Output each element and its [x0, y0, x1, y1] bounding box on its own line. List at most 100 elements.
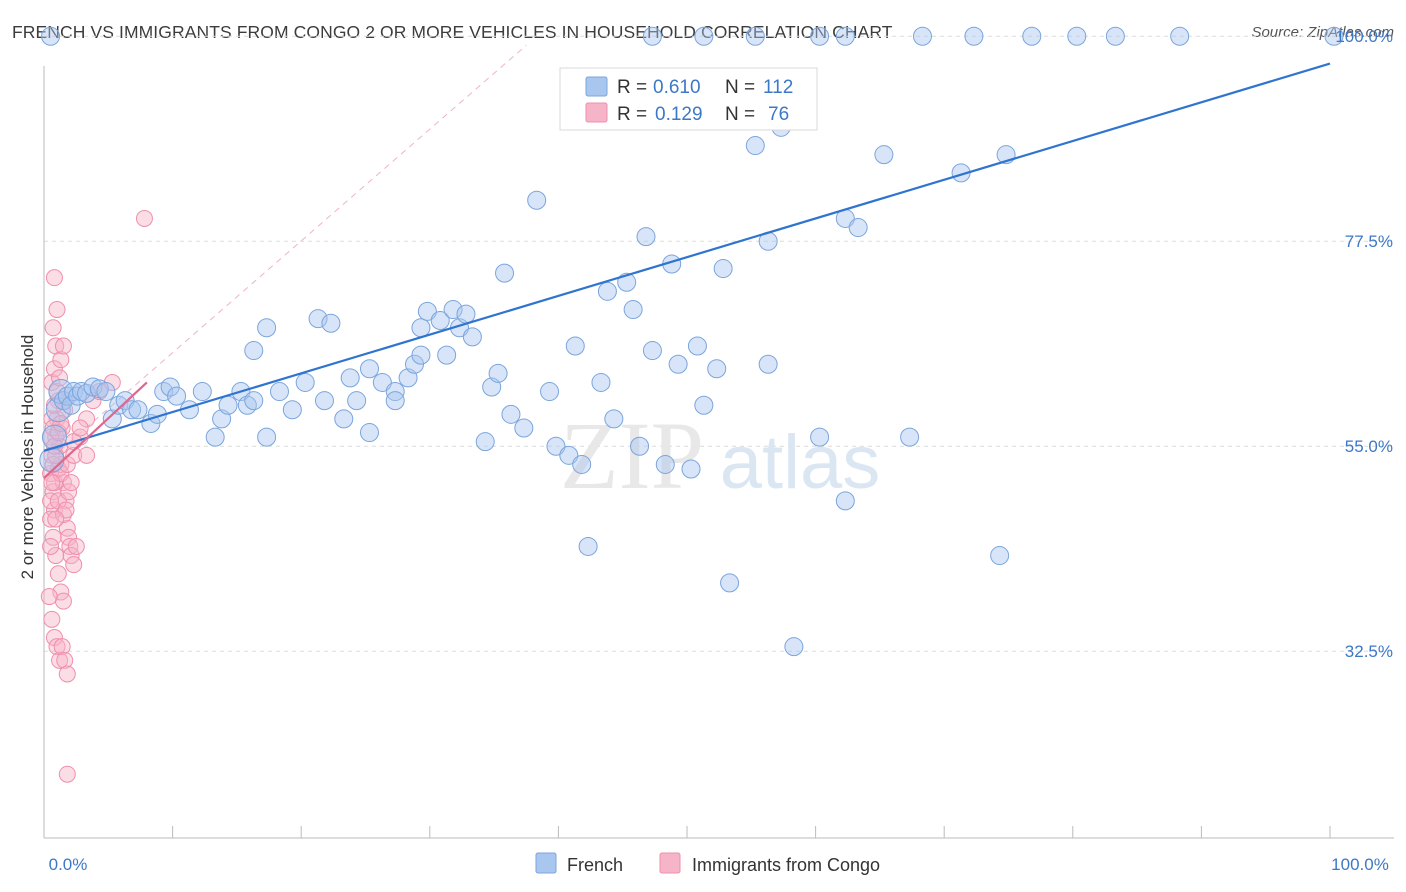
data-point-congo: [58, 519, 76, 537]
data-point-french: [122, 400, 142, 420]
data-point-french: [687, 336, 707, 356]
data-point-french: [83, 377, 103, 397]
data-point-congo: [47, 547, 65, 565]
legend-swatch-french: [585, 76, 608, 97]
data-point-congo: [43, 610, 61, 628]
data-point-french: [1022, 26, 1042, 46]
data-point-french: [591, 372, 611, 392]
y-tick-label: 55.0%: [1345, 437, 1393, 456]
series-legend-label-congo: Immigrants from Congo: [692, 855, 880, 875]
data-point-french: [308, 309, 328, 329]
data-point-french: [417, 301, 437, 321]
data-point-french: [257, 427, 277, 447]
legend-swatch-congo: [585, 102, 608, 123]
data-point-congo: [47, 510, 65, 528]
data-point-french: [745, 26, 765, 46]
data-point-french: [257, 318, 277, 338]
series-legend: French Immigrants from Congo: [535, 852, 880, 875]
data-point-french: [597, 281, 617, 301]
data-point-french: [411, 345, 431, 365]
data-point-french: [1324, 26, 1344, 46]
data-point-french: [128, 400, 148, 420]
data-point-french: [39, 447, 65, 473]
data-point-french: [218, 395, 238, 415]
data-point-congo: [58, 765, 76, 783]
data-point-french: [340, 368, 360, 388]
data-point-french: [713, 259, 733, 279]
data-point-french: [269, 382, 289, 402]
data-point-congo: [67, 537, 85, 555]
x-tick-label-max: 100.0%: [1331, 855, 1389, 874]
data-point-french: [244, 391, 264, 411]
legend-n-label: N =: [725, 104, 755, 125]
data-point-french: [192, 382, 212, 402]
series-legend-swatch-french: [535, 852, 557, 874]
data-point-french: [501, 404, 521, 424]
data-point-french: [758, 354, 778, 374]
data-point-french: [964, 26, 984, 46]
data-point-french: [630, 436, 650, 456]
data-point-french: [244, 341, 264, 361]
data-point-congo: [78, 446, 96, 464]
legend-n-label: N =: [725, 77, 755, 98]
data-point-french: [540, 382, 560, 402]
data-point-congo: [43, 474, 61, 492]
data-point-congo: [58, 665, 76, 683]
trend-line-french: [43, 62, 1331, 452]
data-point-congo: [40, 588, 58, 606]
data-point-french: [694, 395, 714, 415]
data-point-congo: [56, 651, 74, 669]
data-point-french: [385, 391, 405, 411]
data-point-congo: [61, 537, 79, 555]
data-point-french: [707, 359, 727, 379]
data-point-french: [900, 427, 920, 447]
data-point-congo: [45, 360, 63, 378]
data-point-french: [578, 536, 598, 556]
data-point-french: [912, 26, 932, 46]
axes: [43, 66, 1394, 839]
data-point-french: [636, 227, 656, 247]
data-point-french: [41, 26, 61, 46]
data-point-french: [1067, 26, 1087, 46]
data-point-congo: [62, 474, 80, 492]
data-point-french: [167, 386, 187, 406]
french-series: [39, 26, 1344, 657]
data-point-french: [372, 372, 392, 392]
data-point-french: [835, 491, 855, 511]
data-point-french: [848, 218, 868, 238]
reference-diagonal: [43, 44, 527, 465]
data-point-congo: [54, 337, 72, 355]
data-point-french: [96, 382, 116, 402]
data-point-french: [495, 263, 515, 283]
legend-r-label: R =: [617, 77, 647, 98]
data-point-french: [655, 454, 675, 474]
legend-r-value: 0.129: [655, 104, 703, 125]
data-point-french: [546, 436, 566, 456]
data-point-french: [321, 313, 341, 333]
data-point-french: [430, 310, 450, 330]
data-point-congo: [53, 638, 71, 656]
data-point-french: [642, 341, 662, 361]
y-tick-labels: 32.5% 55.0% 77.5% 100.0%: [1335, 27, 1393, 661]
data-point-congo: [44, 319, 62, 337]
data-point-congo: [45, 269, 63, 287]
data-point-french: [990, 546, 1010, 566]
data-point-french: [1170, 26, 1190, 46]
data-point-congo: [45, 501, 63, 519]
data-point-congo: [48, 301, 66, 319]
data-point-french: [784, 637, 804, 657]
data-point-french: [604, 409, 624, 429]
data-point-french: [411, 318, 431, 338]
data-point-french: [443, 300, 463, 320]
data-point-congo: [52, 351, 70, 369]
data-point-congo: [51, 369, 69, 387]
data-point-french: [360, 359, 379, 379]
data-point-congo: [51, 651, 69, 669]
data-point-french: [642, 26, 662, 46]
watermark: ZIP atlas: [560, 402, 880, 509]
trend-lines: [43, 62, 1331, 479]
legend-r-label: R =: [617, 104, 647, 125]
data-point-congo: [78, 410, 96, 428]
watermark-atlas: atlas: [720, 420, 881, 505]
data-point-french: [437, 345, 457, 365]
